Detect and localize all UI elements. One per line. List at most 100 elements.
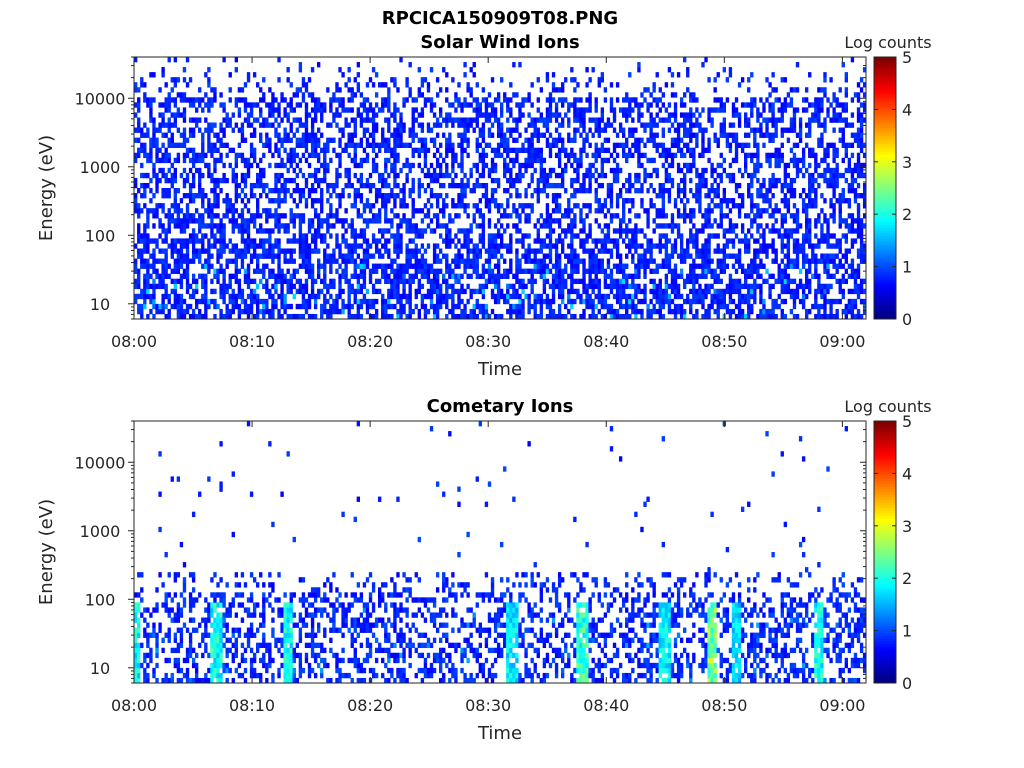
colorbar-step (874, 203, 896, 207)
colorbar-step (874, 580, 896, 584)
colorbar-step (874, 462, 896, 467)
colorbar-step (874, 473, 896, 477)
colorbar-step (874, 193, 896, 197)
plot-frame (133, 56, 867, 320)
colorbar-step (874, 654, 896, 658)
colorbar: 0 1 2 3 4 5 (873, 48, 912, 329)
colorbar-step (874, 112, 896, 116)
colorbar-step (874, 638, 896, 642)
y-tick-label: 100 (85, 590, 116, 609)
colorbar-step (874, 277, 896, 281)
colorbar-step (874, 504, 896, 508)
colorbar-step (874, 646, 896, 650)
colorbar-step (874, 517, 896, 522)
colorbar-tick-label: 3 (902, 517, 912, 536)
colorbar-step (874, 465, 896, 469)
colorbar-step (874, 455, 896, 459)
colorbar-step (874, 554, 896, 558)
colorbar-step (874, 164, 896, 168)
colorbar-step (874, 470, 896, 474)
colorbar-step (874, 593, 896, 598)
panel-title: Solar Wind Ions (420, 32, 579, 53)
colorbar-step (874, 148, 896, 152)
colorbar-step (874, 308, 896, 312)
colorbar-step (874, 478, 896, 482)
colorbar-step (874, 546, 896, 550)
colorbar-frame (873, 420, 897, 684)
colorbar-step (874, 219, 896, 223)
colorbar-step (874, 114, 896, 118)
panel-cometary-ions: Cometary Ions 08:00 08:10 08:20 08:30 08:40 0… (36, 396, 932, 744)
colorbar-step (874, 211, 896, 215)
y-tick-label: 10 (90, 295, 110, 314)
colorbar-step (874, 161, 896, 165)
colorbar-step (874, 520, 896, 524)
colorbar-step (874, 675, 896, 679)
colorbar-step (874, 620, 896, 624)
colorbar-step (874, 91, 896, 95)
colorbar-step (874, 436, 896, 440)
colorbar-step (874, 557, 896, 561)
colorbar-step (874, 119, 896, 123)
colorbar-step (874, 287, 896, 291)
y-tick-label: 1000 (80, 158, 121, 177)
colorbar-step (874, 122, 896, 126)
colorbar-step (874, 444, 896, 448)
colorbar-step (874, 106, 896, 110)
colorbar-step (874, 250, 896, 254)
colorbar-step (874, 75, 896, 79)
colorbar-step (874, 156, 896, 160)
x-tick-label: 08:50 (701, 332, 747, 351)
y-tick-label: 10000 (75, 453, 126, 472)
colorbar-step (874, 428, 896, 432)
colorbar-step (874, 565, 896, 569)
colorbar-step (874, 93, 896, 97)
colorbar-step (874, 575, 896, 579)
colorbar-step (874, 224, 896, 228)
colorbar-step (874, 431, 896, 435)
colorbar-step (874, 604, 896, 608)
colorbar-step (874, 596, 896, 600)
colorbar-step (874, 117, 896, 121)
colorbar-step (874, 468, 896, 472)
colorbar-step (874, 180, 896, 184)
colorbar-step (874, 206, 896, 210)
colorbar-step (874, 172, 896, 176)
colorbar-step (874, 274, 896, 278)
colorbar-step (874, 538, 896, 543)
colorbar-step (874, 96, 896, 100)
colorbar-step (874, 295, 896, 299)
colorbar-step (874, 483, 896, 487)
colorbar-step (874, 208, 896, 213)
colorbar-tick-label: 4 (902, 464, 912, 483)
colorbar-step (874, 562, 896, 566)
colorbar-step (874, 541, 896, 545)
colorbar-tick-label: 2 (902, 205, 912, 224)
colorbar-step (874, 159, 896, 163)
colorbar-step (874, 667, 896, 671)
colorbar-step (874, 305, 896, 310)
x-tick-label: 09:00 (819, 332, 865, 351)
colorbar-step (874, 622, 896, 626)
heatmap-cells (134, 57, 867, 320)
colorbar-step (874, 496, 896, 501)
colorbar-step (874, 282, 896, 286)
colorbar-step (874, 559, 896, 563)
colorbar-step (874, 240, 896, 244)
colorbar-step (874, 138, 896, 142)
colorbar-step (874, 279, 896, 283)
colorbar-step (874, 439, 896, 443)
colorbar-step (874, 523, 896, 527)
colorbar-step (874, 151, 896, 155)
axis-ticks: 08:00 08:10 08:20 08:30 08:40 08:50 09:00 10 100… (75, 56, 866, 351)
colorbar-tick-label: 4 (902, 100, 912, 119)
colorbar-step (874, 316, 896, 320)
colorbar-step (874, 531, 896, 535)
colorbar-step (874, 130, 896, 134)
colorbar-step (874, 656, 896, 660)
colorbar-tick-label: 5 (902, 412, 912, 431)
colorbar-step (874, 258, 896, 262)
colorbar-step (874, 515, 896, 519)
colorbar-step (874, 64, 896, 68)
colorbar-step (874, 198, 896, 202)
